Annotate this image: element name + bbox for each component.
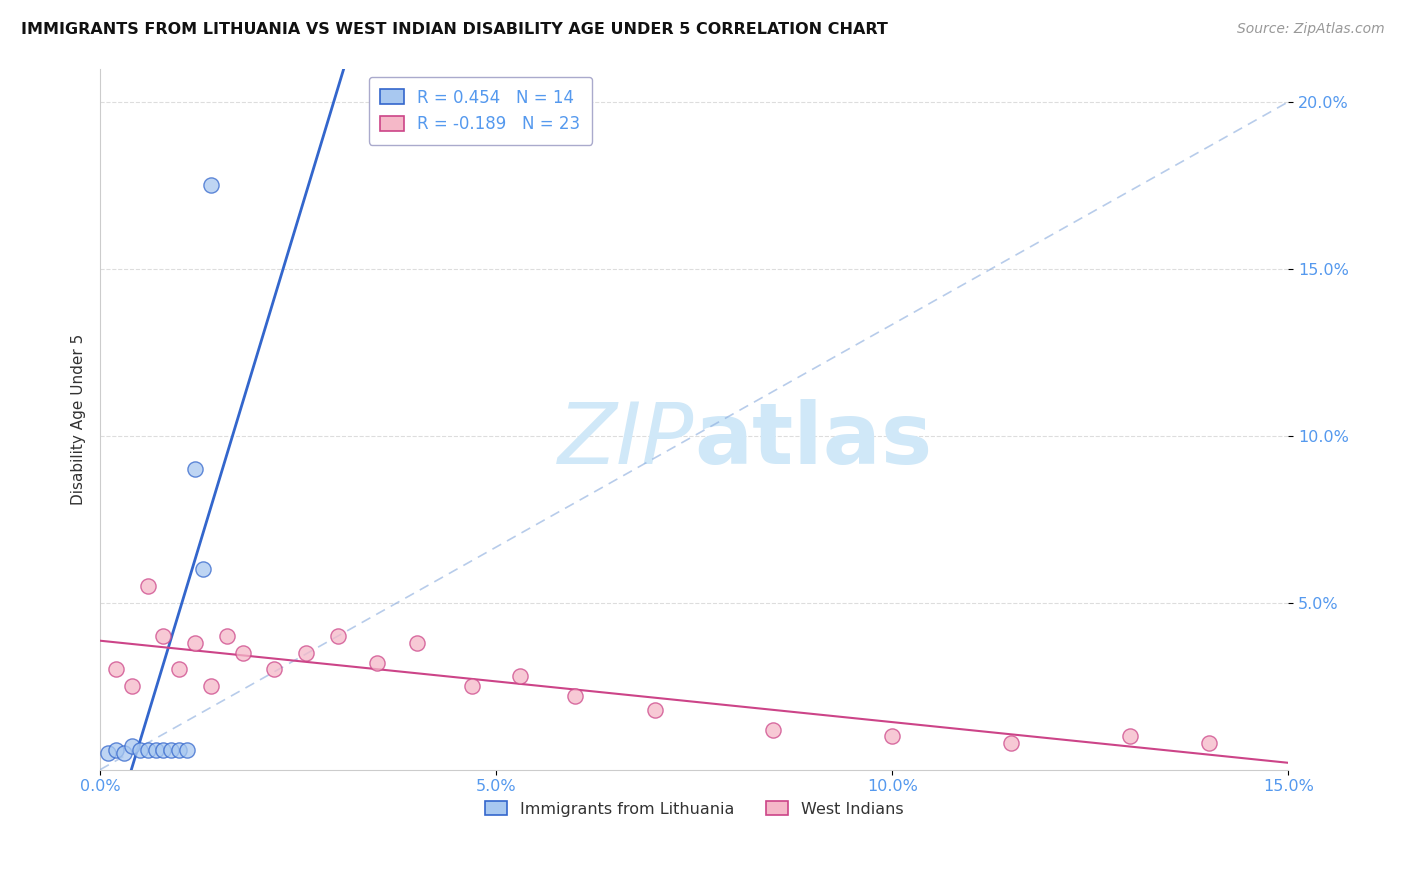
Point [136, 742, 159, 756]
Point [882, 729, 904, 743]
Point [762, 723, 785, 737]
Point [121, 739, 143, 754]
Point [136, 579, 159, 593]
Point [326, 629, 349, 643]
Point [112, 746, 135, 760]
Point [200, 178, 222, 193]
Text: Source: ZipAtlas.com: Source: ZipAtlas.com [1237, 22, 1385, 37]
Point [1000, 736, 1022, 750]
Point [200, 679, 222, 693]
Legend: Immigrants from Lithuania, West Indians: Immigrants from Lithuania, West Indians [477, 793, 911, 825]
Y-axis label: Disability Age Under 5: Disability Age Under 5 [72, 334, 86, 505]
Point [104, 742, 127, 756]
Point [644, 702, 666, 716]
Point [184, 636, 207, 650]
Point [1198, 736, 1220, 750]
Point [121, 679, 143, 693]
Point [104, 663, 127, 677]
Text: atlas: atlas [695, 399, 932, 482]
Point [1119, 729, 1142, 743]
Point [191, 562, 214, 576]
Point [564, 689, 586, 703]
Point [366, 656, 388, 670]
Point [169, 663, 191, 677]
Point [160, 742, 183, 756]
Point [461, 679, 484, 693]
Point [184, 462, 207, 476]
Point [232, 646, 254, 660]
Point [128, 742, 150, 756]
Point [169, 742, 191, 756]
Text: ZIP: ZIP [558, 399, 695, 482]
Point [406, 636, 429, 650]
Point [145, 742, 167, 756]
Text: IMMIGRANTS FROM LITHUANIA VS WEST INDIAN DISABILITY AGE UNDER 5 CORRELATION CHAR: IMMIGRANTS FROM LITHUANIA VS WEST INDIAN… [21, 22, 889, 37]
Point [97, 746, 120, 760]
Point [215, 629, 238, 643]
Point [509, 669, 531, 683]
Point [152, 629, 174, 643]
Point [152, 742, 174, 756]
Point [176, 742, 198, 756]
Point [263, 663, 285, 677]
Point [295, 646, 318, 660]
